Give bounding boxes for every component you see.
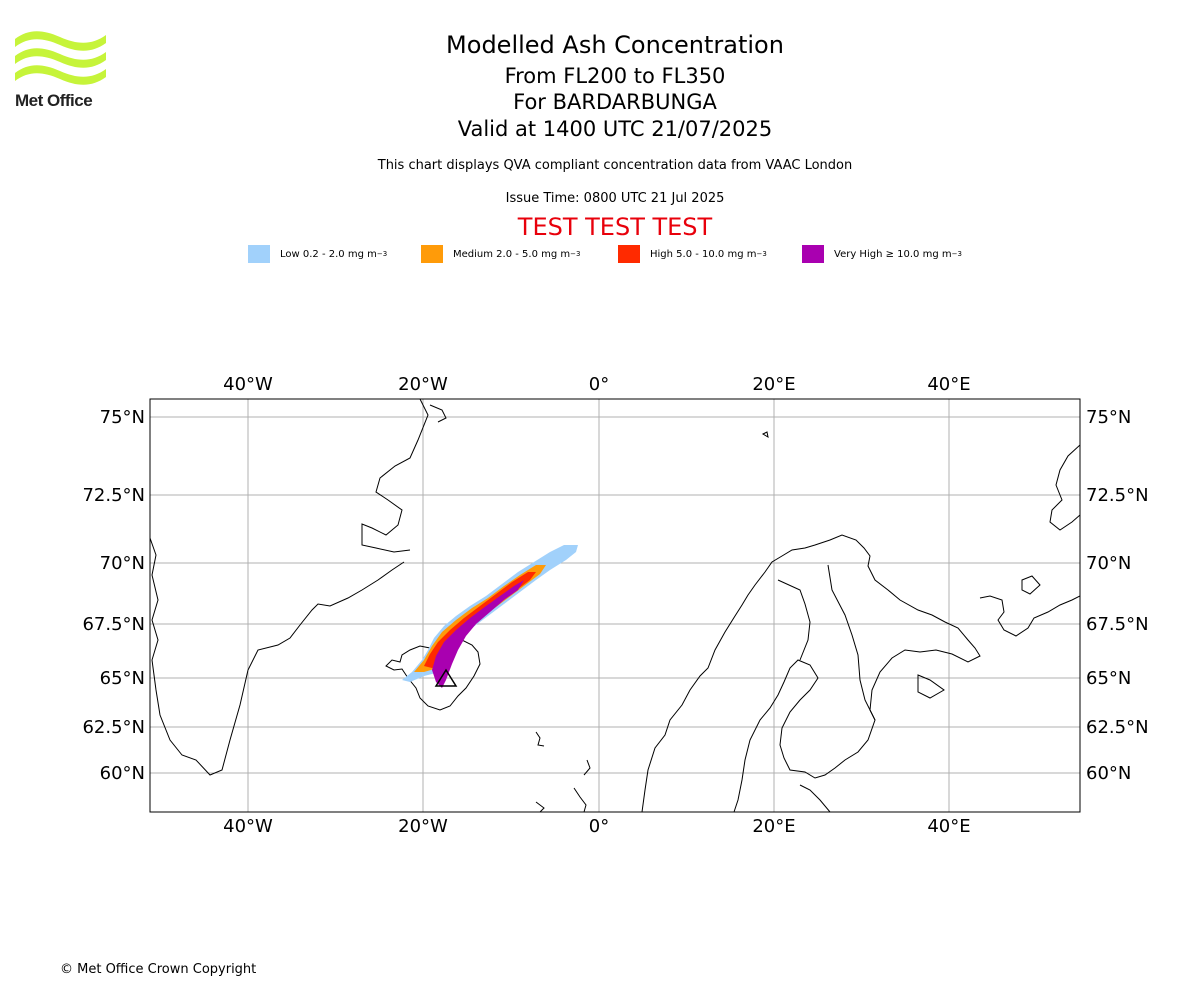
legend-swatch (248, 245, 270, 263)
greenland-coast (150, 537, 405, 776)
legend-high: High 5.0 - 10.0 mg m −3 (618, 244, 767, 264)
legend-very-high: Very High ≥ 10.0 mg m −3 (802, 244, 962, 264)
lat-tick-left: 60°N (100, 763, 145, 784)
legend-unit-exponent: −3 (951, 250, 962, 258)
lat-tick-right: 72.5°N (1086, 485, 1149, 506)
legend-label: Very High ≥ 10.0 mg m (834, 248, 952, 260)
graticule (150, 399, 1080, 812)
lon-tick-bottom: 20°W (398, 816, 448, 837)
legend-unit-exponent: −3 (376, 250, 388, 258)
legend-label: Medium 2.0 - 5.0 mg m (453, 248, 571, 260)
volcano-marker (434, 668, 458, 687)
lat-tick-right: 62.5°N (1086, 717, 1149, 738)
lat-tick-right: 75°N (1086, 407, 1131, 428)
lat-tick-left: 70°N (100, 553, 145, 574)
lat-tick-left: 72.5°N (82, 485, 145, 506)
lat-tick-left: 62.5°N (82, 717, 145, 738)
flight-levels: From FL200 to FL350 (504, 64, 726, 88)
map-frame (149, 398, 1081, 813)
legend-swatch (421, 245, 443, 263)
legend-label: High 5.0 - 10.0 mg m (650, 248, 757, 260)
copyright: © Met Office Crown Copyright (60, 962, 257, 977)
lon-tick-top: 20°W (398, 374, 448, 395)
valid-time: Valid at 1400 UTC 21/07/2025 (457, 117, 773, 141)
lon-tick-bottom: 40°W (223, 816, 273, 837)
legend-swatch (802, 245, 824, 263)
scandinavia-coast (641, 534, 981, 812)
lon-tick-bottom: 20°E (752, 816, 795, 837)
lat-tick-right: 70°N (1086, 553, 1131, 574)
lat-tick-left: 65°N (100, 668, 145, 689)
test-banner: TEST TEST TEST (517, 213, 713, 241)
lon-tick-top: 20°E (752, 374, 795, 395)
lat-tick-right: 65°N (1086, 668, 1131, 689)
legend-swatch (618, 245, 640, 263)
greenland-coast-north (361, 399, 429, 553)
lat-tick-left: 67.5°N (82, 614, 145, 635)
met-office-logo (15, 31, 106, 85)
legend-medium: Medium 2.0 - 5.0 mg m −3 (421, 244, 580, 264)
legend-unit-exponent: −3 (756, 250, 767, 258)
lon-tick-top: 40°W (223, 374, 273, 395)
ash-plume (402, 545, 578, 688)
legend-low: Low 0.2 - 2.0 mg m −3 (248, 244, 387, 264)
axis-labels: 40°W 20°W 0° 20°E 40°E 40°W 20°W 0° 20°E… (82, 374, 1148, 837)
issue-time: Issue Time: 0800 UTC 21 Jul 2025 (505, 191, 725, 206)
compliance-note: This chart displays QVA compliant concen… (377, 158, 853, 173)
lat-tick-left: 75°N (100, 407, 145, 428)
volcano-name: For BARDARBUNGA (513, 90, 717, 114)
lon-tick-bottom: 0° (589, 816, 609, 837)
lon-tick-top: 40°E (927, 374, 970, 395)
lon-tick-bottom: 40°E (927, 816, 970, 837)
coastlines (150, 399, 1080, 812)
legend-unit-exponent: −3 (570, 250, 581, 258)
chart-title: Modelled Ash Concentration (446, 31, 784, 59)
legend-label: Low 0.2 - 2.0 mg m (280, 248, 377, 260)
lat-tick-right: 67.5°N (1086, 614, 1149, 635)
lon-tick-top: 0° (589, 374, 609, 395)
lat-tick-right: 60°N (1086, 763, 1131, 784)
logo-text: Met Office (15, 91, 93, 110)
